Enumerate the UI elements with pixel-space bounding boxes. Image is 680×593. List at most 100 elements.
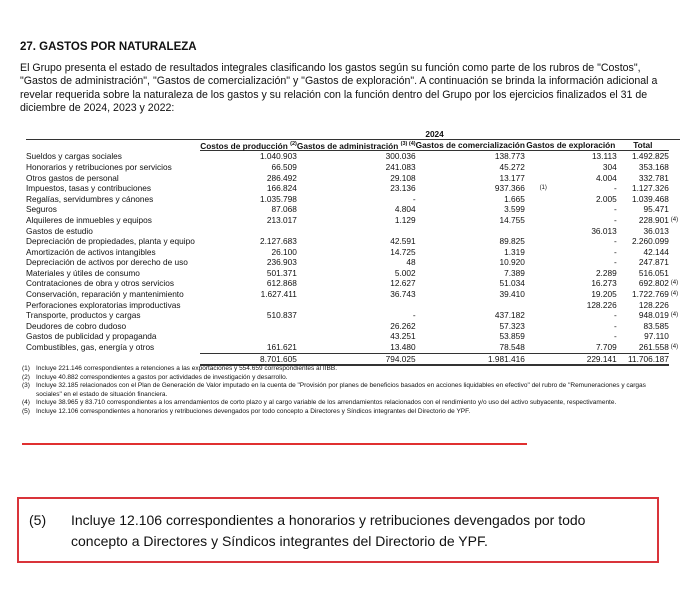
row-note (669, 331, 680, 342)
cell-value: 286.492 (266, 172, 297, 183)
cell (416, 300, 525, 311)
cell: 138.773 (416, 151, 525, 162)
cell-value: 45.272 (499, 161, 525, 172)
cell-value: 1.627.411 (260, 289, 297, 300)
cell: 501.371 (200, 268, 297, 279)
cell-value: 13.113 (591, 151, 617, 162)
column-header-note: (2) (290, 140, 297, 147)
cell: 1.665 (416, 194, 525, 205)
table-row: Regalías, servidumbres y cánones 1.035.79… (26, 194, 680, 205)
row-note (669, 151, 680, 162)
cell: 166.824 (200, 183, 297, 194)
cell-value: 4.804 (394, 204, 416, 215)
cell-value: - (412, 310, 416, 321)
cell: 2.005 (525, 194, 617, 205)
cell-value: 48 (406, 257, 416, 268)
table-row: Otros gastos de personal 286.492 29.108 13.… (26, 173, 680, 184)
row-label: Seguros (26, 204, 57, 215)
cell: - (525, 204, 617, 215)
total-value: 11.706.187 (616, 352, 669, 367)
row-label: Contrataciones de obra y otros servicios (26, 278, 175, 289)
table-row: Conservación, reparación y mantenimiento… (26, 289, 680, 300)
cell-value: 14.725 (390, 246, 416, 257)
cell-value: 51.034 (499, 278, 525, 289)
cell: 66.509 (200, 162, 296, 173)
row-note-text: (4) (670, 344, 679, 351)
row-note (669, 300, 680, 311)
cell: 14.725 (297, 246, 416, 258)
cell-value: 261.558 (638, 342, 669, 353)
row-label: Alquileres de inmuebles y equipos (26, 214, 152, 225)
cell: 692.802 (617, 278, 669, 289)
table-row: Contrataciones de obra y otros servicios… (26, 278, 680, 289)
cell-value: 12.627 (390, 278, 416, 289)
cell: 7.389 (416, 268, 525, 279)
cell-value: 161.621 (266, 342, 297, 353)
cell: 1.129 (297, 215, 416, 226)
row-label: Honorarios y retribuciones por servicios (26, 161, 172, 172)
cell-value: 29.108 (390, 172, 416, 183)
cell-value: 501.371 (266, 267, 297, 278)
row-note: (4) (669, 215, 680, 226)
row-label: Transporte, productos y cargas (26, 310, 141, 321)
row-note (669, 226, 680, 237)
cell-value: 1.665 (504, 193, 525, 204)
cell: 36.743 (297, 289, 415, 300)
table-row: Gastos de estudio 36.013 36.013 (26, 226, 680, 237)
row-note: (4) (669, 310, 680, 321)
cell: 57.323 (416, 321, 525, 332)
cell-value: 128.226 (586, 299, 617, 310)
cell: 16.273 (525, 278, 616, 289)
cell-value: 97.110 (644, 331, 669, 342)
cell-note: (1) (539, 185, 547, 192)
expenses-table: 2024 Costos de producción (2) Gastos de a… (26, 128, 680, 367)
row-label: Conservación, reparación y mantenimiento (26, 289, 184, 300)
cell: 437.182 (416, 310, 525, 321)
cell: 1.722.769 (617, 289, 669, 300)
cell-value: 5.002 (394, 267, 416, 278)
cell: - (525, 247, 617, 258)
table-row: Impuestos, tasas y contribuciones 166.824… (26, 183, 680, 194)
cell: 236.903 (200, 257, 297, 268)
cell: 332.781 (617, 173, 669, 184)
cell-value: 87.068 (271, 204, 297, 215)
cell (297, 300, 416, 311)
cell-value: 437.182 (494, 310, 525, 321)
cell-value: 128.226 (638, 299, 669, 310)
cell-value: 13.177 (499, 172, 525, 183)
year-row: 2024 (26, 128, 680, 140)
row-label: Amortización de activos intangibles (26, 246, 156, 257)
cell-value: 19.205 (591, 289, 617, 300)
cell: - (525, 236, 617, 247)
column-header-text: Gastos de administración (296, 140, 399, 151)
table-row: Gastos de publicidad y propaganda 43.251 5… (26, 331, 680, 342)
cell-value: 236.903 (266, 257, 297, 268)
cell-value: 2.289 (595, 267, 617, 278)
table-row: Transporte, productos y cargas 510.837 - 43… (26, 310, 680, 321)
cell: 95.471 (617, 204, 669, 215)
row-label: Gastos de publicidad y propaganda (26, 331, 157, 342)
cell-value: 213.017 (266, 214, 297, 225)
intro-paragraph: El Grupo presenta el estado de resultado… (20, 62, 658, 114)
row-note (669, 353, 680, 365)
row-label: Depreciación de activos por derecho de u… (26, 257, 188, 268)
table-row: Honorarios y retribuciones por servicios… (26, 162, 680, 173)
cell: 128.226 (617, 300, 669, 311)
cell: 51.034 (416, 278, 525, 289)
cell: - (525, 310, 617, 321)
cell-value: 89.825 (499, 236, 525, 247)
cell (200, 331, 297, 342)
row-note (669, 162, 680, 173)
cell: - (525, 257, 617, 268)
cell: 128.226 (525, 300, 617, 311)
cell: 286.492 (200, 173, 297, 184)
cell: 516.051 (617, 268, 669, 279)
cell-value: 516.051 (638, 267, 669, 278)
cell-value: 138.773 (494, 151, 525, 162)
cell: 1.627.411 (200, 289, 297, 300)
cell-value: 692.802 (638, 278, 669, 289)
footnote-text: Incluye 12.106 correspondientes a honora… (36, 407, 471, 415)
table-row: Perforaciones exploratorias improductiva… (26, 300, 680, 311)
footnotes: (1) Incluye 221.146 correspondientes a re… (22, 365, 662, 417)
cell: 97.110 (617, 331, 669, 342)
